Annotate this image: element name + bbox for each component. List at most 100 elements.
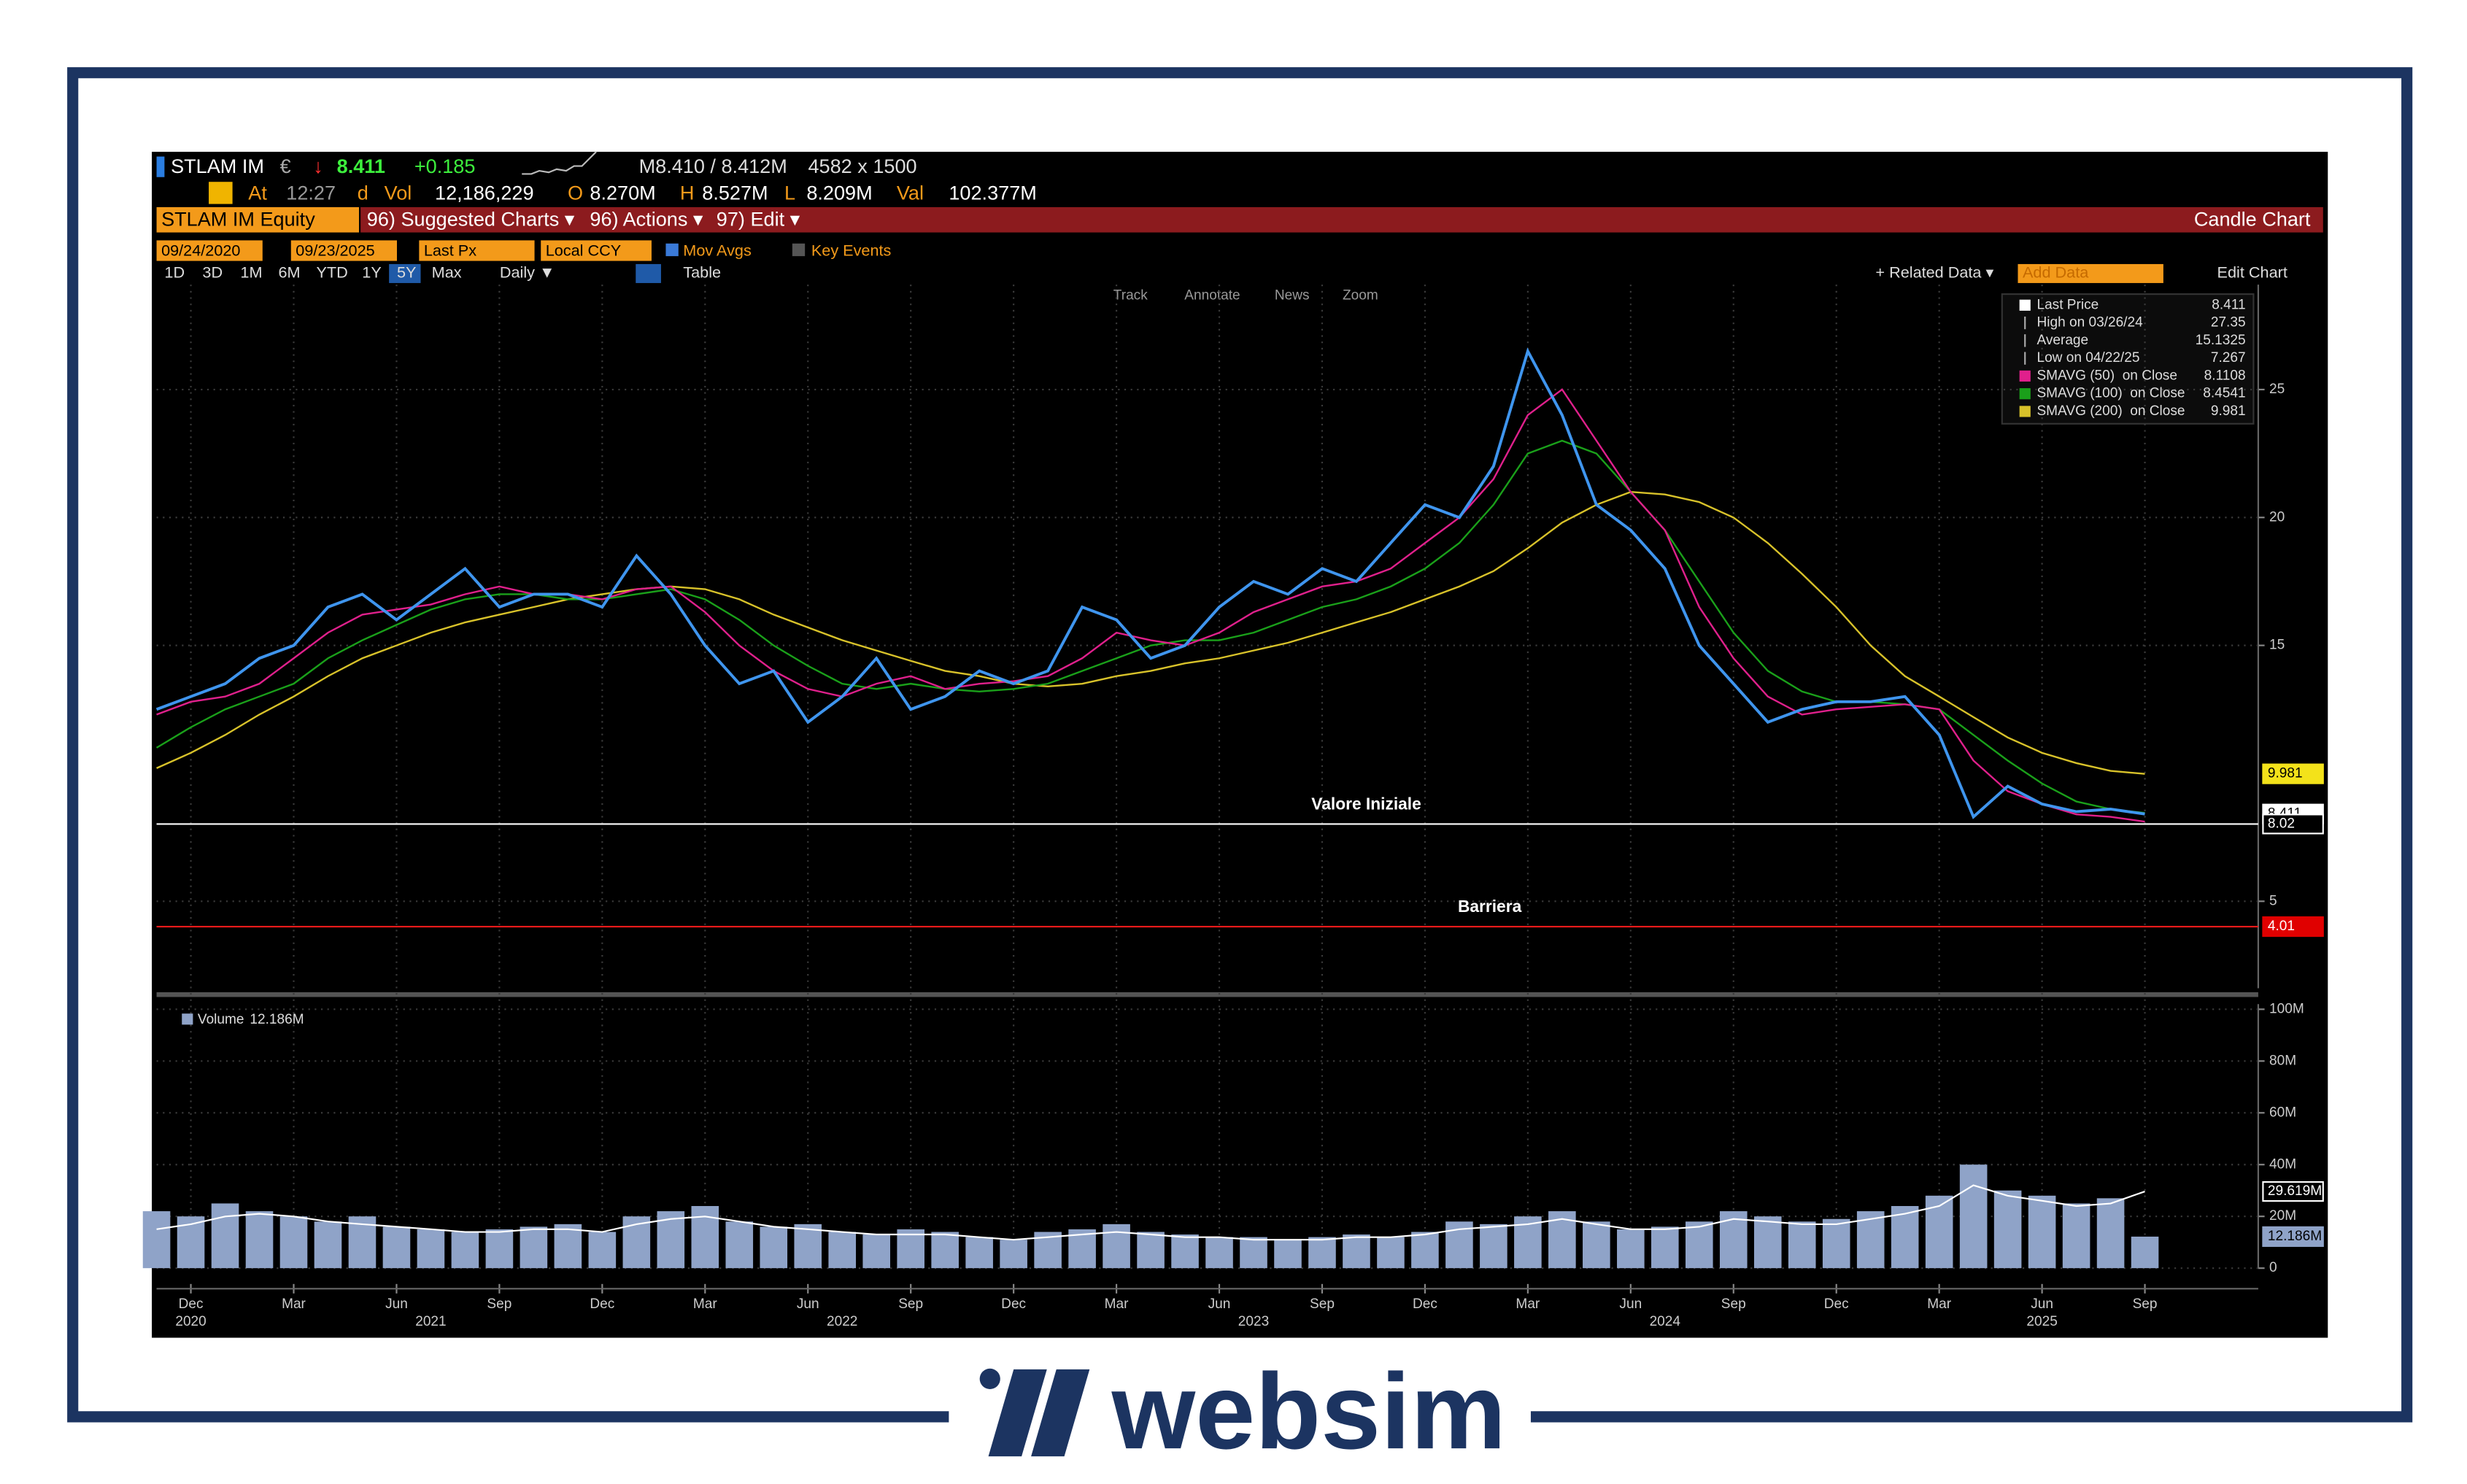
menu-bar bbox=[360, 206, 2323, 233]
button[interactable] bbox=[636, 263, 661, 283]
related-data[interactable]: + Related Data ▾ bbox=[1875, 263, 1993, 282]
volume-bar bbox=[245, 1211, 274, 1269]
legend-value: 12.186M bbox=[250, 1012, 304, 1027]
x-tick-label: Jun bbox=[385, 1296, 408, 1312]
price-tag-label: 8.02 bbox=[2268, 816, 2295, 831]
volume-bar bbox=[1651, 1226, 1679, 1269]
sparkline bbox=[522, 151, 597, 175]
x-tick-label: Dec bbox=[1001, 1296, 1026, 1312]
input[interactable] bbox=[419, 240, 535, 261]
y-tick-label: 25 bbox=[2269, 382, 2285, 397]
volume-bar bbox=[1685, 1221, 1713, 1269]
period-button[interactable]: 6M bbox=[278, 263, 300, 282]
volume-bar bbox=[1959, 1164, 1988, 1269]
security[interactable]: STLAM IM Equity bbox=[161, 207, 315, 230]
checkbox[interactable] bbox=[665, 243, 679, 257]
legend-swatch bbox=[182, 1013, 193, 1025]
toolbar-button[interactable]: Track bbox=[1113, 287, 1148, 303]
legend-swatch bbox=[2019, 370, 2031, 382]
price-tag bbox=[2262, 1226, 2324, 1248]
volume-bar bbox=[1891, 1206, 1919, 1269]
y-tick-label: 15 bbox=[2269, 638, 2285, 653]
edit-chart[interactable]: Edit Chart bbox=[2217, 263, 2288, 282]
volume-bar bbox=[760, 1226, 788, 1269]
year-label: 2024 bbox=[1650, 1314, 1681, 1329]
menu[interactable]: 96) Suggested Charts ▾ bbox=[367, 207, 575, 230]
period-button[interactable]: Max bbox=[432, 263, 462, 282]
period-button[interactable]: 1M bbox=[240, 263, 262, 282]
label: H bbox=[680, 182, 695, 204]
security-box[interactable] bbox=[156, 206, 359, 233]
y-tick-label: 80M bbox=[2269, 1053, 2296, 1068]
price-tag-label: 12.186M bbox=[2268, 1229, 2322, 1244]
start-date[interactable]: 09/24/2020 bbox=[161, 241, 240, 259]
volume-bar bbox=[794, 1224, 822, 1269]
menu[interactable]: 97) Edit ▾ bbox=[717, 207, 800, 230]
option[interactable]: Key Events bbox=[811, 241, 892, 259]
legend-value: 7.267 bbox=[2211, 350, 2246, 366]
x-tick-label: Sep bbox=[1310, 1296, 1335, 1312]
price-tag-label: 29.619M bbox=[2268, 1183, 2322, 1199]
series-line bbox=[156, 1184, 2145, 1241]
y-tick-label: 20 bbox=[2269, 509, 2285, 525]
input[interactable] bbox=[2018, 263, 2163, 283]
period-button[interactable]: 3D bbox=[202, 263, 223, 282]
toolbar-button[interactable]: Zoom bbox=[1343, 287, 1378, 303]
legend-box bbox=[2001, 293, 2255, 425]
period-button[interactable]: 5Y bbox=[397, 263, 416, 282]
volume-bar bbox=[451, 1232, 479, 1269]
input[interactable] bbox=[290, 240, 398, 261]
volume: 12,186,229 bbox=[435, 182, 534, 204]
volume-bar bbox=[1617, 1229, 1645, 1269]
volume-bar bbox=[2131, 1236, 2159, 1269]
period-button[interactable]: 1Y bbox=[362, 263, 382, 282]
legend-label: Volume bbox=[198, 1012, 244, 1027]
legend-value: 15.1325 bbox=[2196, 333, 2246, 348]
year-label: 2021 bbox=[415, 1314, 446, 1329]
x-tick-label: Jun bbox=[797, 1296, 819, 1312]
legend-label: SMAVG (200) on Close bbox=[2036, 403, 2185, 419]
frequency[interactable]: Daily ▼ bbox=[500, 263, 555, 282]
label: d bbox=[358, 182, 368, 204]
field[interactable]: Last Px bbox=[424, 241, 476, 259]
x-tick-label: Mar bbox=[693, 1296, 717, 1312]
x-tick-label: Mar bbox=[1516, 1296, 1540, 1312]
x-tick-label: Jun bbox=[2031, 1296, 2053, 1312]
period-button[interactable]: 1D bbox=[164, 263, 185, 282]
option[interactable]: Mov Avgs bbox=[683, 241, 752, 259]
x-tick-label: Sep bbox=[898, 1296, 923, 1312]
volume-bar bbox=[382, 1226, 411, 1269]
low: 8.209M bbox=[806, 182, 872, 204]
currency-select[interactable]: Local CCY bbox=[546, 241, 622, 259]
open: 8.270M bbox=[590, 182, 655, 204]
menu[interactable]: 96) Actions ▾ bbox=[590, 207, 703, 230]
price-tag bbox=[2262, 916, 2324, 938]
volume-bar bbox=[1788, 1221, 1816, 1269]
toolbar-button[interactable]: News bbox=[1275, 287, 1310, 303]
add-data[interactable]: Add Data bbox=[2023, 263, 2089, 282]
legend-label: High on 03/26/24 bbox=[2036, 315, 2143, 331]
price-tag bbox=[2262, 1180, 2324, 1202]
end-date[interactable]: 09/23/2025 bbox=[296, 241, 374, 259]
volume-bar bbox=[1171, 1234, 1199, 1269]
series-line bbox=[155, 347, 2145, 819]
volume-bar bbox=[1411, 1232, 1439, 1269]
volume-bar bbox=[279, 1216, 308, 1269]
last: 8.411 bbox=[337, 155, 385, 177]
legend-label: SMAVG (50) on Close bbox=[2036, 368, 2177, 383]
x-tick-label: Dec bbox=[590, 1296, 614, 1312]
label: L bbox=[784, 182, 795, 204]
input[interactable] bbox=[156, 240, 263, 261]
input[interactable] bbox=[541, 240, 652, 261]
volume-bar bbox=[1480, 1224, 1507, 1269]
legend-value: 27.35 bbox=[2211, 315, 2246, 331]
x-tick-label: Dec bbox=[179, 1296, 204, 1312]
volume-bar bbox=[142, 1211, 171, 1269]
legend-label: Average bbox=[2036, 333, 2088, 348]
table-button[interactable]: Table bbox=[683, 263, 721, 282]
quote: M8.410 / 8.412M bbox=[639, 155, 787, 177]
toolbar-button[interactable]: Annotate bbox=[1184, 287, 1240, 303]
period-button[interactable]: YTD bbox=[316, 263, 347, 282]
legend-label: SMAVG (100) on Close bbox=[2036, 386, 2185, 401]
checkbox[interactable] bbox=[792, 243, 806, 257]
